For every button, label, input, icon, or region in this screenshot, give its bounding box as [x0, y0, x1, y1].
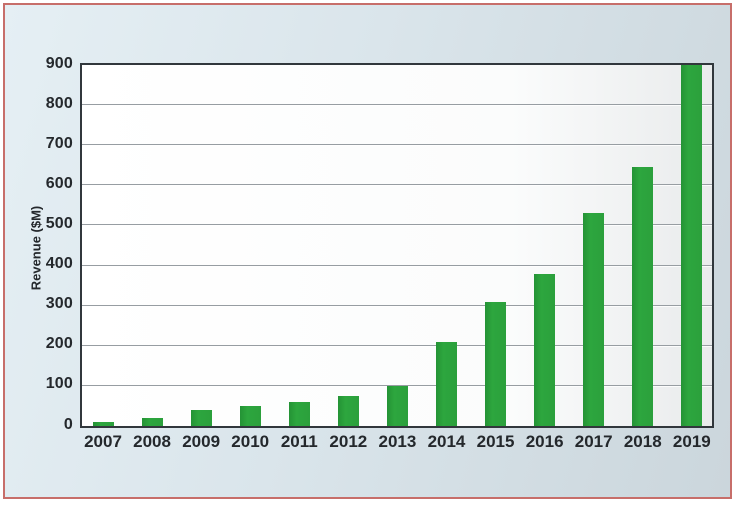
bar-2017 — [583, 213, 605, 426]
bars-group — [82, 65, 712, 426]
y-tick-label: 100 — [45, 375, 73, 393]
y-tick-label: 700 — [45, 134, 73, 152]
x-tick-label: 2019 — [672, 432, 711, 451]
gridline — [82, 184, 712, 186]
bar-2014 — [435, 341, 457, 426]
x-tick-label: 2009 — [182, 432, 221, 451]
y-tick-label: 300 — [45, 295, 73, 313]
gridline — [82, 264, 712, 266]
bar-2008 — [141, 417, 163, 426]
x-tick-label: 2007 — [84, 432, 122, 451]
gridline — [82, 104, 712, 106]
bar-2016 — [534, 273, 556, 426]
y-tick-label: 200 — [45, 335, 73, 353]
gridline — [82, 304, 712, 306]
chart-panel: Revenue ($M) 0 100 200 300 400 500 600 700 800 90… — [3, 3, 732, 499]
bar-2012 — [337, 395, 359, 426]
gridline — [82, 144, 712, 146]
bar-2007 — [92, 422, 114, 426]
bar-2011 — [288, 401, 310, 426]
y-tick-label: 0 — [63, 415, 73, 433]
gridlines — [82, 65, 712, 426]
y-tick-label: 900 — [45, 54, 73, 72]
x-tick-label: 2015 — [476, 432, 515, 451]
x-tick-label: 2012 — [329, 432, 368, 451]
x-tick-label: 2016 — [525, 432, 564, 451]
y-tick-label: 600 — [45, 174, 73, 192]
gridline — [82, 344, 712, 346]
x-tick-label: 2018 — [623, 432, 662, 451]
bar-2009 — [190, 409, 212, 426]
bar-2019 — [681, 65, 703, 426]
y-tick-label: 400 — [45, 255, 73, 273]
x-tick-label: 2011 — [280, 432, 318, 451]
bar-2013 — [386, 385, 408, 426]
bar-2015 — [485, 301, 507, 426]
x-tick-label: 2013 — [378, 432, 417, 451]
x-tick-label: 2014 — [427, 432, 466, 451]
x-tick-label: 2008 — [133, 432, 171, 451]
plot-area — [80, 63, 714, 428]
gridline — [82, 384, 712, 386]
y-tick-label: 500 — [45, 214, 73, 232]
bar-2010 — [239, 405, 261, 426]
x-tick-label: 2010 — [231, 432, 270, 451]
y-tick-label: 800 — [45, 94, 73, 112]
x-tick-label: 2017 — [574, 432, 613, 451]
bar-2018 — [632, 167, 654, 426]
y-axis-title: Revenue ($M) — [28, 205, 44, 291]
gridline — [82, 224, 712, 226]
